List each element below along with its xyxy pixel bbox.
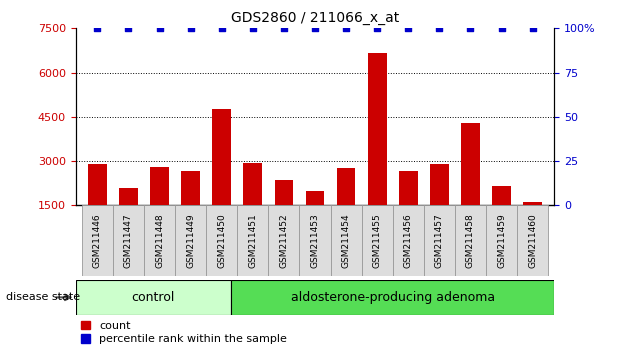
- Bar: [181, 171, 200, 205]
- Text: GSM211450: GSM211450: [217, 213, 226, 268]
- Legend: count, percentile rank within the sample: count, percentile rank within the sample: [81, 321, 287, 344]
- FancyBboxPatch shape: [76, 280, 231, 315]
- Text: GSM211457: GSM211457: [435, 213, 444, 268]
- Text: GSM211460: GSM211460: [528, 213, 537, 268]
- FancyBboxPatch shape: [268, 205, 299, 276]
- Point: [496, 25, 507, 31]
- FancyBboxPatch shape: [362, 205, 392, 276]
- Bar: [368, 53, 387, 205]
- Text: GSM211448: GSM211448: [155, 213, 164, 268]
- Text: GSM211451: GSM211451: [248, 213, 257, 268]
- Bar: [150, 167, 169, 205]
- FancyBboxPatch shape: [299, 205, 331, 276]
- Point: [403, 25, 413, 31]
- Bar: [430, 164, 449, 205]
- Text: GSM211449: GSM211449: [186, 213, 195, 268]
- Text: GSM211452: GSM211452: [280, 213, 289, 268]
- Bar: [119, 188, 138, 205]
- Bar: [337, 169, 355, 205]
- FancyBboxPatch shape: [424, 205, 455, 276]
- Text: GSM211454: GSM211454: [341, 213, 350, 268]
- FancyBboxPatch shape: [175, 205, 206, 276]
- Bar: [88, 164, 106, 205]
- Point: [466, 25, 476, 31]
- Point: [248, 25, 258, 31]
- Point: [372, 25, 382, 31]
- Point: [123, 25, 134, 31]
- Point: [341, 25, 351, 31]
- FancyBboxPatch shape: [331, 205, 362, 276]
- FancyBboxPatch shape: [455, 205, 486, 276]
- Text: control: control: [132, 291, 175, 304]
- Bar: [492, 186, 511, 205]
- FancyBboxPatch shape: [238, 205, 268, 276]
- FancyBboxPatch shape: [517, 205, 548, 276]
- Bar: [524, 202, 542, 205]
- FancyBboxPatch shape: [82, 205, 113, 276]
- Title: GDS2860 / 211066_x_at: GDS2860 / 211066_x_at: [231, 11, 399, 24]
- Point: [93, 25, 103, 31]
- Point: [310, 25, 320, 31]
- Point: [434, 25, 444, 31]
- Text: GSM211447: GSM211447: [124, 213, 133, 268]
- Point: [186, 25, 196, 31]
- FancyBboxPatch shape: [486, 205, 517, 276]
- Text: disease state: disease state: [6, 292, 81, 302]
- FancyBboxPatch shape: [144, 205, 175, 276]
- FancyBboxPatch shape: [392, 205, 424, 276]
- Text: GSM211456: GSM211456: [404, 213, 413, 268]
- Text: GSM211455: GSM211455: [373, 213, 382, 268]
- Text: aldosterone-producing adenoma: aldosterone-producing adenoma: [290, 291, 495, 304]
- Bar: [399, 171, 418, 205]
- Bar: [243, 162, 262, 205]
- Bar: [461, 123, 480, 205]
- Text: GSM211458: GSM211458: [466, 213, 475, 268]
- Text: GSM211453: GSM211453: [311, 213, 319, 268]
- FancyBboxPatch shape: [206, 205, 238, 276]
- Bar: [275, 180, 293, 205]
- FancyBboxPatch shape: [113, 205, 144, 276]
- Point: [154, 25, 164, 31]
- Point: [217, 25, 227, 31]
- Point: [279, 25, 289, 31]
- Bar: [306, 190, 324, 205]
- Point: [527, 25, 537, 31]
- Text: GSM211446: GSM211446: [93, 213, 102, 268]
- Bar: [212, 109, 231, 205]
- FancyBboxPatch shape: [231, 280, 554, 315]
- Text: GSM211459: GSM211459: [497, 213, 506, 268]
